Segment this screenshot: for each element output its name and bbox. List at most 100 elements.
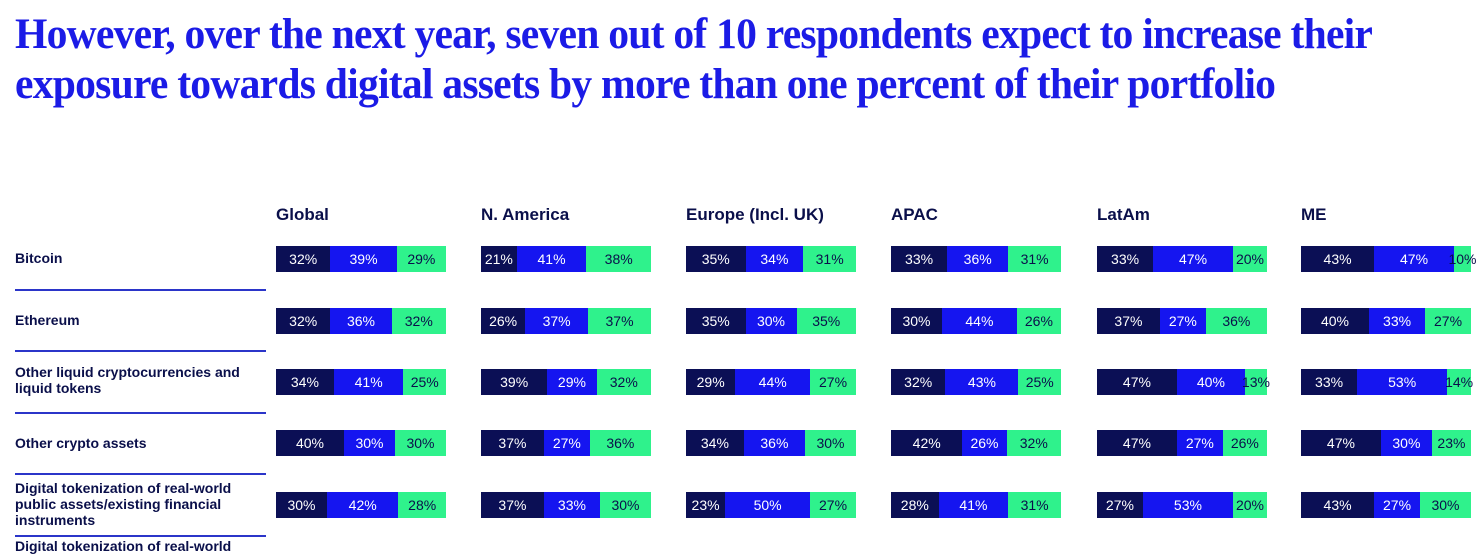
data-label: 37% [1114,313,1143,329]
data-label: 34% [290,374,319,390]
row-label: Digital tokenization of real-world [15,538,232,554]
data-label: 36% [1222,313,1251,329]
panel-header: APAC [891,205,938,224]
data-label: 30% [816,435,845,451]
data-label: 27% [552,435,581,451]
bar-segment: 30% [804,430,856,456]
title-line-2: exposure towards digital assets by more … [15,61,1276,108]
data-label: 27% [1434,313,1463,329]
bar-segment: 35% [796,308,856,334]
data-label: 41% [959,497,988,513]
bar-segment: 36% [1205,308,1267,334]
stacked-bar: 42% 26% 32% [891,430,1061,456]
data-label: 30% [902,313,931,329]
bar-segment: 40% [1301,308,1369,334]
data-label: 40% [295,435,325,451]
row-label: Digital tokenization of real-world publi… [15,480,232,528]
data-label: 41% [354,374,383,390]
bar-segment: 30% [344,430,395,456]
stacked-bar: 35% 30% 35% [686,308,856,334]
stacked-bar: 35% 34% 31% [686,246,856,272]
bar-segment: 30% [395,430,446,456]
bar-segment: 27% [1374,492,1420,518]
bar-segment: 43% [1301,492,1375,518]
bar-segment: 50% [725,492,811,518]
data-label: 37% [605,313,634,329]
data-label: 32% [289,251,318,267]
bar-segment: 26% [962,430,1007,456]
data-label: 39% [349,251,378,267]
bar-segment: 41% [333,369,404,395]
row-label: Other crypto assets [15,435,147,451]
bar-segment: 35% [686,308,746,334]
bar-segment: 40% [276,430,344,456]
bar-segment: 27% [810,492,856,518]
data-label: 33% [1111,251,1140,267]
bar-segment: 44% [735,369,811,395]
data-label: 31% [815,251,844,267]
data-label: 32% [1019,435,1048,451]
data-label: 31% [1020,497,1049,513]
data-label: 37% [498,497,527,513]
bar-segment: 34% [686,430,744,456]
data-label: 47% [1179,251,1208,267]
stacked-bar: 40% 30% 30% [276,430,446,456]
data-label: 34% [700,435,729,451]
data-label: 47% [1122,435,1151,451]
data-label: 30% [287,497,316,513]
data-label: 33% [1383,313,1412,329]
bar-segment: 23% [1431,430,1471,456]
bar-segment: 44% [942,308,1017,334]
data-label: 30% [355,435,384,451]
bar-segment: 47% [1097,430,1177,456]
panel-header: LatAm [1097,205,1150,224]
data-label: 47% [1400,251,1429,267]
data-label: 27% [1105,497,1134,513]
panel-header: N. America [481,205,570,224]
bar-segment: 47% [1097,369,1177,395]
data-label: 27% [1383,497,1412,513]
bar-segment: 42% [891,430,963,456]
data-label: 38% [604,251,633,267]
bar-segment: 30% [1380,430,1432,456]
data-label: 30% [756,313,786,329]
stacked-bar: 37% 27% 36% [1097,308,1267,334]
bar-segment: 28% [398,492,446,518]
bar-segment: 30% [276,492,327,518]
bar-segment: 30% [599,492,651,518]
row-divider [15,535,266,537]
data-label: 26% [970,435,999,451]
bar-segment: 27% [1425,308,1471,334]
bar-segment: 33% [543,492,600,518]
stacked-bar: 39% 29% 32% [481,369,651,395]
bar-segment: 31% [1008,492,1061,518]
stacked-bar: 37% 27% 36% [481,430,651,456]
bar-segment: 29% [547,369,597,395]
data-label: 20% [1235,251,1264,267]
bar-segment: 26% [1222,430,1267,456]
bar-segment: 31% [1008,246,1061,272]
bar-segment: 34% [745,246,804,272]
bar-segment: 25% [1018,369,1061,395]
bar-segment: 39% [330,246,397,272]
data-label: 33% [905,251,934,267]
data-label: 10% [1448,251,1477,267]
bar-segment: 29% [396,246,446,272]
data-label: 41% [537,251,566,267]
data-label: 32% [609,374,638,390]
bar-segment: 14% [1445,369,1473,395]
bar-segment: 30% [745,308,797,334]
data-label: 33% [1315,374,1344,390]
data-label: 32% [289,313,318,329]
data-label: 40% [1196,374,1225,390]
bar-segment: 25% [403,369,446,395]
row-divider [15,473,266,475]
bar-segment: 33% [1097,246,1154,272]
bar-segment: 27% [1097,492,1143,518]
data-label: 37% [542,313,571,329]
chart-title: However, over the next year, seven out o… [15,10,1373,110]
data-label: 30% [406,435,435,451]
bar-segment: 37% [588,308,651,334]
data-label: 27% [819,497,848,513]
bar-segment: 30% [1419,492,1471,518]
